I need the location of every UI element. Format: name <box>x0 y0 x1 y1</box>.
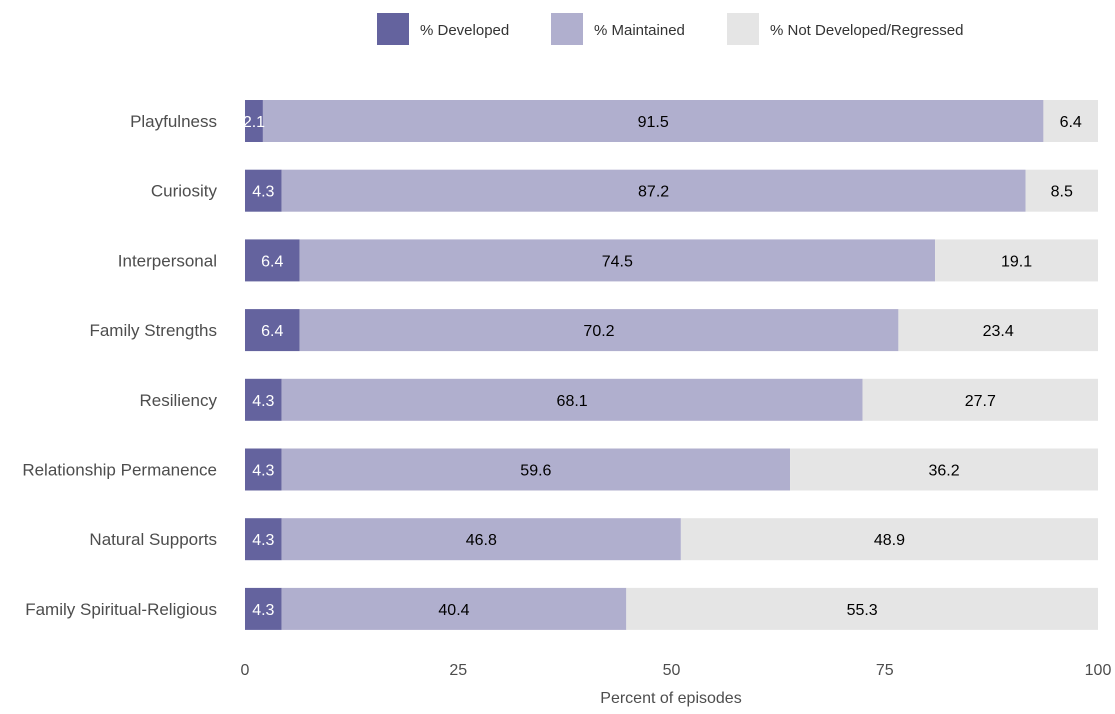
bar-relationship-permanence-not-developed-regressed <box>790 448 1098 491</box>
data-label-curiosity-not-developed-regressed: 8.5 <box>1051 184 1073 201</box>
bar-family-strengths-not-developed-regressed <box>898 309 1098 352</box>
data-label-relationship-permanence-maintained: 59.6 <box>520 463 551 480</box>
data-label-resiliency-not-developed-regressed: 27.7 <box>965 393 996 410</box>
legend-label-developed: % Developed <box>420 22 509 39</box>
x-tick-0: 0 <box>241 662 250 679</box>
data-label-family-spiritual-religious-maintained: 40.4 <box>438 602 469 619</box>
bar-family-spiritual-religious-developed <box>245 587 282 630</box>
bar-interpersonal-developed <box>245 239 300 282</box>
x-tick-50: 50 <box>663 662 681 679</box>
bar-family-strengths-developed <box>245 309 300 352</box>
data-label-relationship-permanence-not-developed-regressed: 36.2 <box>928 463 959 480</box>
category-label-curiosity: Curiosity <box>151 182 218 201</box>
data-label-interpersonal-maintained: 74.5 <box>602 253 633 270</box>
legend-swatch-maintained <box>551 13 583 45</box>
legend-swatch-developed <box>377 13 409 45</box>
bar-interpersonal-maintained <box>299 239 936 282</box>
data-label-resiliency-developed: 4.3 <box>252 393 274 410</box>
legend-swatch-not-developed-regressed <box>727 13 759 45</box>
x-tick-75: 75 <box>876 662 894 679</box>
data-label-natural-supports-not-developed-regressed: 48.9 <box>874 532 905 549</box>
bar-playfulness-developed <box>245 100 263 142</box>
x-axis-title: Percent of episodes <box>600 690 741 707</box>
category-label-natural-supports: Natural Supports <box>89 530 217 549</box>
bar-resiliency-not-developed-regressed <box>862 378 1098 421</box>
bar-curiosity-maintained <box>281 169 1026 212</box>
bar-resiliency-developed <box>245 378 282 421</box>
bar-family-spiritual-religious-not-developed-regressed <box>626 587 1098 630</box>
bar-curiosity-not-developed-regressed <box>1025 169 1098 212</box>
bar-playfulness-not-developed-regressed <box>1043 100 1098 142</box>
bar-natural-supports-developed <box>245 518 282 561</box>
data-label-interpersonal-not-developed-regressed: 19.1 <box>1001 253 1032 270</box>
legend-label-not-developed-regressed: % Not Developed/Regressed <box>770 22 963 39</box>
bars: 2.1 91.5 6.4 4.3 87.2 8.5 6.4 74.5 19.1 6.4 70.2 23… <box>243 100 1098 630</box>
x-tick-100: 100 <box>1085 662 1112 679</box>
x-tick-25: 25 <box>449 662 467 679</box>
data-label-relationship-permanence-developed: 4.3 <box>252 463 274 480</box>
y-axis-labels: Playfulness Curiosity Interpersonal Family … <box>22 112 217 619</box>
data-label-playfulness-not-developed-regressed: 6.4 <box>1060 114 1082 131</box>
data-label-playfulness-maintained: 91.5 <box>638 114 669 131</box>
data-label-family-strengths-not-developed-regressed: 23.4 <box>983 323 1014 340</box>
data-label-family-spiritual-religious-developed: 4.3 <box>252 602 274 619</box>
data-label-natural-supports-maintained: 46.8 <box>466 532 497 549</box>
legend-label-maintained: % Maintained <box>594 22 685 39</box>
bar-playfulness-maintained <box>262 100 1044 142</box>
category-label-relationship-permanence: Relationship Permanence <box>22 461 217 480</box>
bar-natural-supports-not-developed-regressed <box>680 518 1098 561</box>
data-label-family-spiritual-religious-not-developed-regressed: 55.3 <box>847 602 878 619</box>
category-label-playfulness: Playfulness <box>130 112 217 131</box>
bar-natural-supports-maintained <box>281 518 681 561</box>
data-label-interpersonal-developed: 6.4 <box>261 253 283 270</box>
category-label-resiliency: Resiliency <box>140 391 218 410</box>
bar-relationship-permanence-maintained <box>281 448 791 491</box>
bar-family-spiritual-religious-maintained <box>281 587 627 630</box>
legend: % Developed % Maintained % Not Developed/R… <box>377 13 963 45</box>
bar-resiliency-maintained <box>281 378 863 421</box>
data-label-curiosity-developed: 4.3 <box>252 184 274 201</box>
bar-interpersonal-not-developed-regressed <box>935 239 1098 282</box>
category-label-family-spiritual-religious: Family Spiritual-Religious <box>25 600 217 619</box>
data-label-resiliency-maintained: 68.1 <box>557 393 588 410</box>
data-label-natural-supports-developed: 4.3 <box>252 532 274 549</box>
category-label-interpersonal: Interpersonal <box>118 251 217 270</box>
data-label-curiosity-maintained: 87.2 <box>638 184 669 201</box>
bar-curiosity-developed <box>245 169 282 212</box>
data-label-family-strengths-developed: 6.4 <box>261 323 283 340</box>
data-label-playfulness-developed: 2.1 <box>243 114 265 131</box>
category-label-family-strengths: Family Strengths <box>89 321 217 340</box>
x-axis-ticks: 0 25 50 75 100 <box>241 662 1112 679</box>
data-label-family-strengths-maintained: 70.2 <box>583 323 614 340</box>
bar-relationship-permanence-developed <box>245 448 282 491</box>
bar-family-strengths-maintained <box>299 309 899 352</box>
